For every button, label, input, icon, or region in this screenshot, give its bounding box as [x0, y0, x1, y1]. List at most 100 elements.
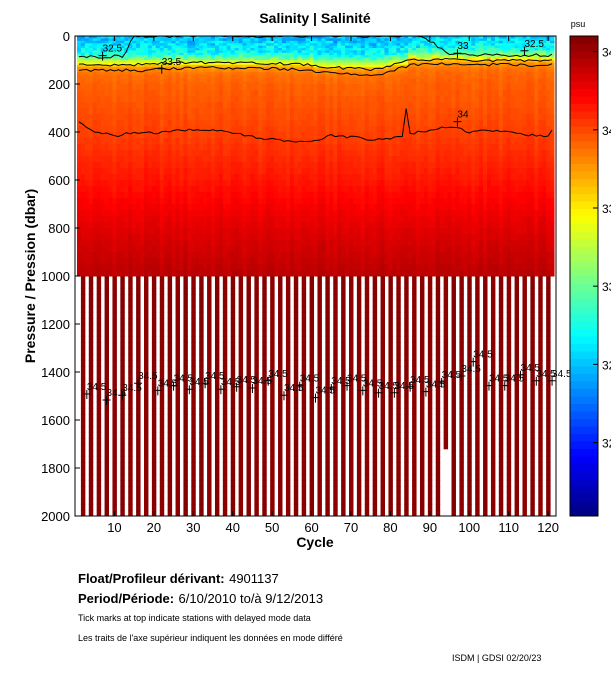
heatmap-cell	[179, 234, 184, 241]
heatmap-cell	[250, 55, 255, 59]
heatmap-cell	[222, 210, 228, 217]
heatmap-cell	[187, 84, 192, 91]
heatmap-cell	[285, 60, 291, 63]
heatmap-cell	[258, 234, 263, 241]
heatmap-cell	[278, 420, 283, 427]
heatmap-cell	[238, 102, 244, 109]
heatmap-cell	[222, 120, 228, 127]
heatmap-cell	[155, 60, 161, 63]
heatmap-cell	[281, 72, 287, 75]
heatmap-cell	[246, 282, 251, 289]
heatmap-cell	[211, 38, 216, 42]
heatmap-cell	[214, 72, 220, 75]
heatmap-cell	[285, 456, 291, 463]
heatmap-cell	[325, 76, 330, 80]
heatmap-cell	[266, 40, 271, 44]
heatmap-cell	[183, 79, 188, 83]
heatmap-cell	[187, 144, 192, 151]
heatmap-cell	[195, 72, 200, 75]
heatmap-cell	[222, 474, 228, 481]
heatmap-cell	[92, 150, 98, 157]
heatmap-cell	[92, 234, 98, 241]
heatmap-cell	[183, 258, 188, 265]
heatmap-cell	[143, 360, 149, 367]
heatmap-cell	[333, 186, 338, 193]
heatmap-cell	[76, 234, 82, 241]
heatmap-cell	[167, 144, 173, 151]
heatmap-cell	[183, 378, 188, 385]
heatmap-cell	[266, 55, 271, 59]
heatmap-cell	[175, 79, 180, 83]
heatmap-cell	[128, 43, 133, 47]
heatmap-cell	[301, 102, 307, 109]
heatmap-cell	[230, 306, 236, 313]
heatmap-cell	[325, 378, 330, 385]
heatmap-cell	[163, 96, 169, 103]
heatmap-cell	[96, 43, 102, 47]
heatmap-cell	[116, 216, 121, 223]
heatmap-cell	[124, 76, 129, 80]
heatmap-cell	[143, 336, 149, 343]
heatmap-cell	[183, 43, 188, 47]
heatmap-cell	[143, 52, 149, 56]
heatmap-cell	[187, 36, 192, 39]
heatmap-cell	[108, 264, 113, 271]
heatmap-cell	[226, 168, 232, 175]
heatmap-cell	[163, 204, 169, 211]
heatmap-cell	[108, 60, 113, 63]
heatmap-cell	[262, 198, 267, 205]
heatmap-cell	[305, 126, 311, 133]
heatmap-cell	[195, 81, 200, 85]
heatmap-cell	[159, 150, 165, 157]
heatmap-cell	[96, 300, 102, 307]
heatmap-cell	[140, 210, 145, 217]
heatmap-cell	[262, 138, 267, 145]
heatmap-cell	[203, 240, 208, 247]
heatmap-cell	[266, 45, 271, 49]
heatmap-cell	[159, 462, 165, 469]
heatmap-cell	[337, 79, 342, 83]
heatmap-cell	[191, 50, 196, 54]
heatmap-cell	[333, 348, 338, 355]
heatmap-cell	[104, 462, 110, 469]
heatmap-cell	[116, 132, 121, 139]
heatmap-cell	[167, 348, 173, 355]
heatmap-cell	[309, 210, 315, 217]
heatmap-cell	[325, 492, 330, 499]
heatmap-cell	[234, 162, 240, 169]
heatmap-cell	[345, 67, 350, 71]
heatmap-cell	[136, 504, 141, 511]
heatmap-cell	[84, 150, 90, 157]
heatmap-cell	[226, 90, 232, 97]
heatmap-cell	[92, 216, 98, 223]
heatmap-cell	[140, 138, 145, 145]
heatmap-cell	[242, 192, 248, 199]
heatmap-cell	[333, 450, 338, 457]
heatmap-cell	[333, 156, 338, 163]
heatmap-cell	[179, 57, 184, 61]
heatmap-cell	[274, 36, 279, 39]
heatmap-cell	[218, 102, 224, 109]
heatmap-cell	[337, 76, 342, 80]
heatmap-cell	[191, 150, 196, 157]
heatmap-cell	[108, 156, 113, 163]
heatmap-cell	[108, 40, 113, 44]
heatmap-cell	[171, 186, 177, 193]
heatmap-cell	[132, 96, 137, 103]
heatmap-cell	[222, 408, 228, 415]
heatmap-cell	[214, 378, 220, 385]
heatmap-cell	[238, 432, 244, 439]
heatmap-cell	[143, 150, 149, 157]
heatmap-cell	[203, 216, 208, 223]
heatmap-cell	[183, 50, 188, 54]
heatmap-cell	[234, 40, 240, 44]
heatmap-cell	[116, 57, 121, 61]
heatmap-cell	[112, 486, 117, 493]
heatmap-cell	[278, 300, 283, 307]
heatmap-cell	[96, 426, 102, 433]
heatmap-cell	[218, 108, 224, 115]
heatmap-cell	[278, 354, 283, 361]
heatmap-cell	[132, 216, 137, 223]
heatmap-cell	[175, 55, 180, 59]
heatmap-cell	[128, 276, 133, 283]
